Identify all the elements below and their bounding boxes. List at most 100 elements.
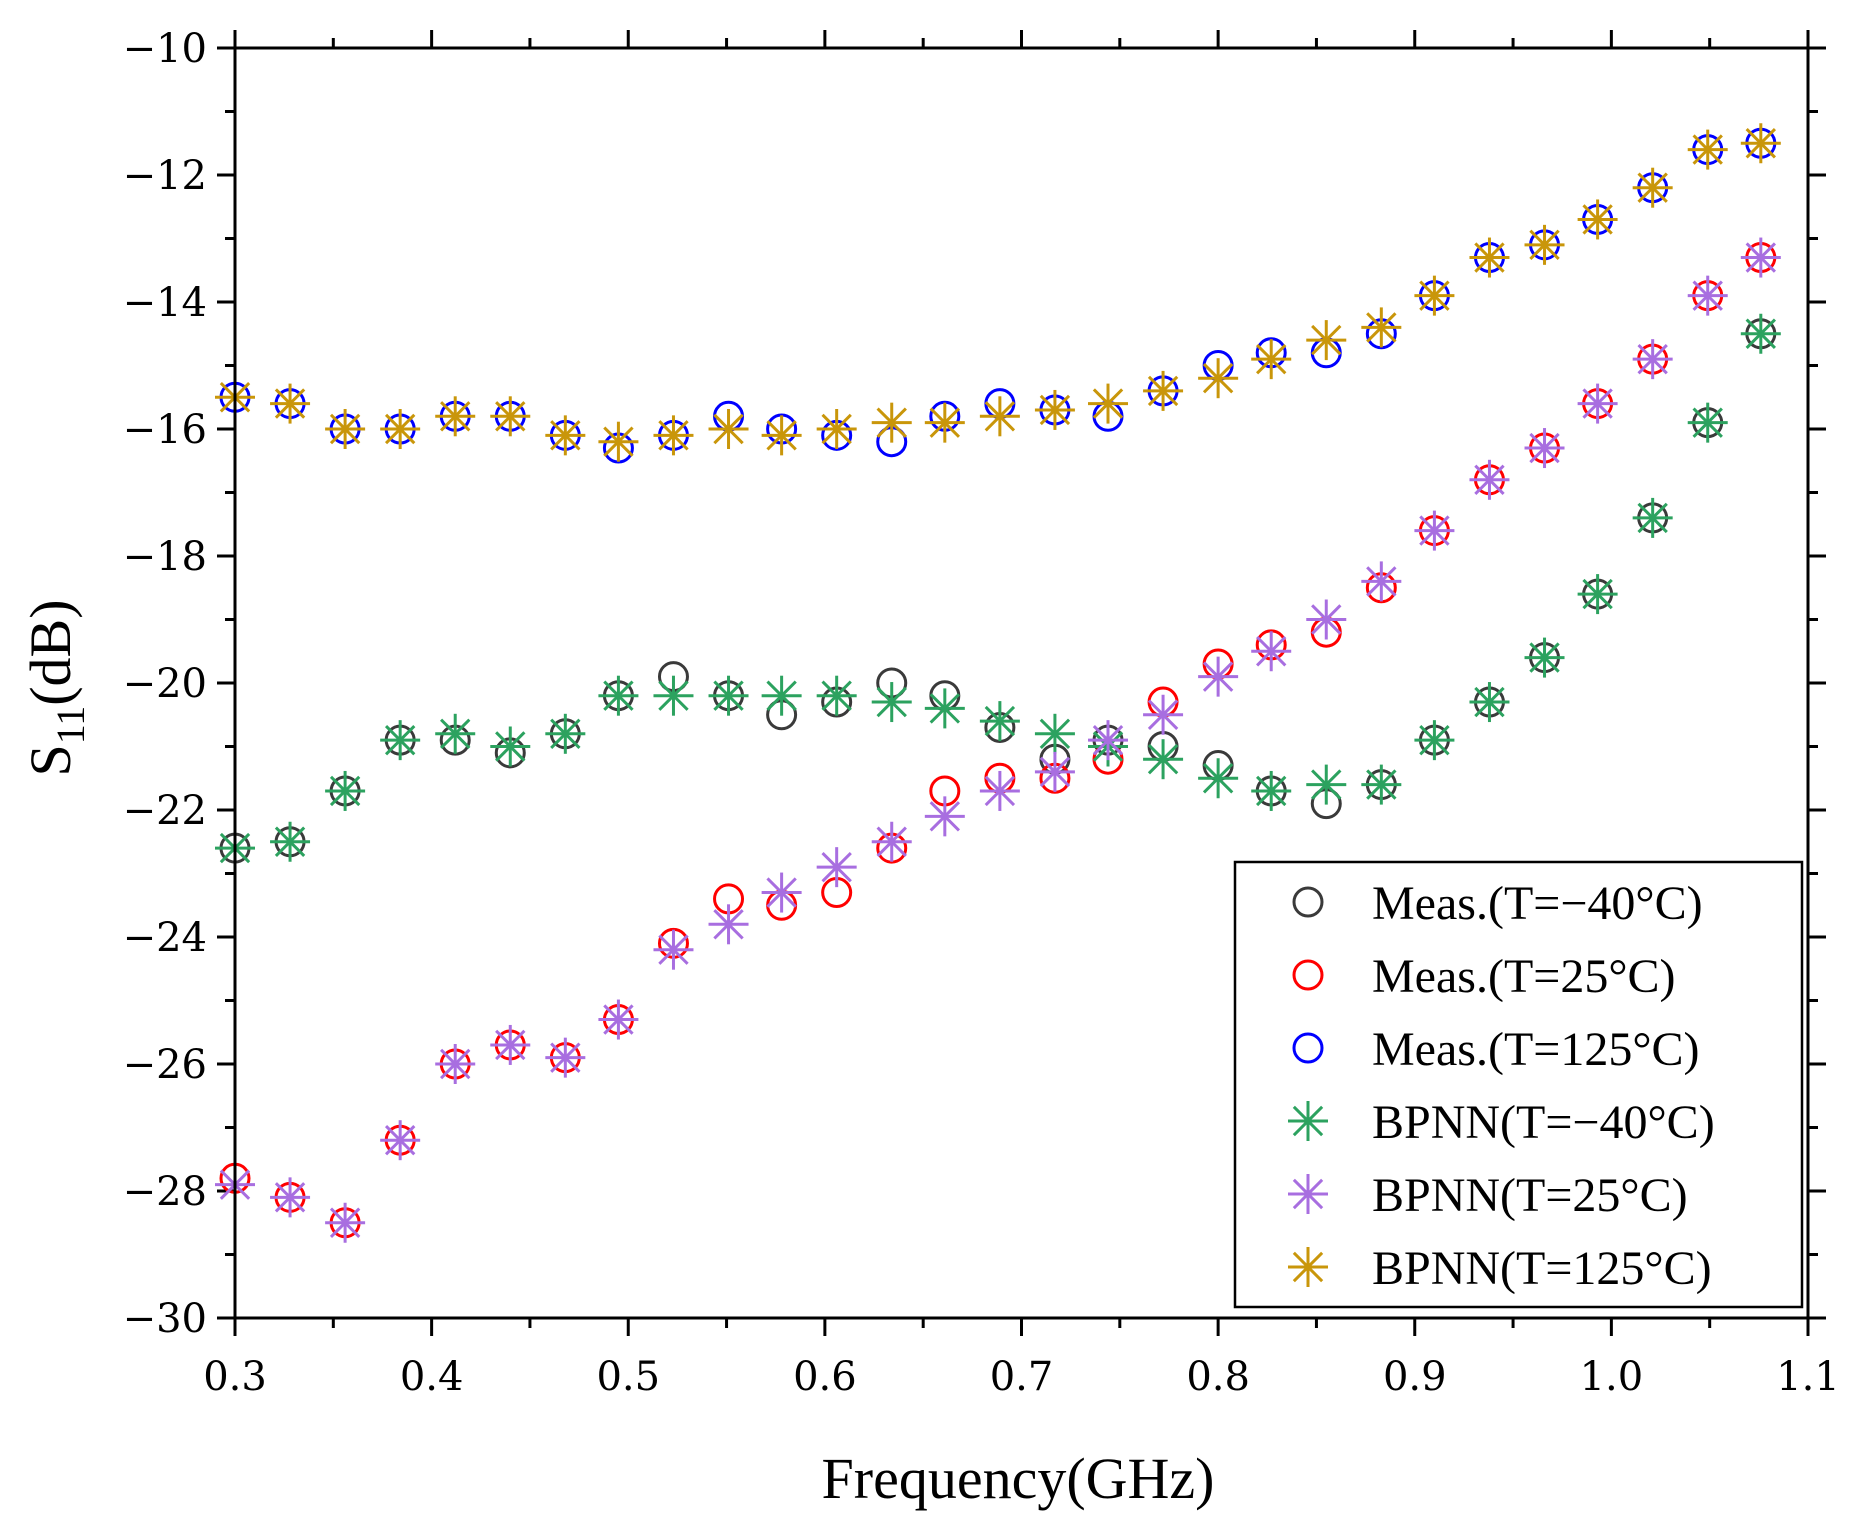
star-stroke [274,1182,306,1213]
star-stroke [1092,724,1124,756]
star-stroke [713,909,744,940]
data-point-star [1469,237,1510,278]
star-stroke [495,731,526,762]
star-stroke [1419,724,1450,756]
data-point-star [545,415,586,456]
star-stroke [274,388,306,419]
star-stroke [1419,280,1450,311]
star-stroke [1419,515,1450,546]
data-point-star [1361,561,1402,602]
star-stroke [440,401,471,432]
legend-item: Meas.(T=25°C) [1292,950,1676,1003]
star-stroke [658,680,689,711]
data-point-star [708,675,749,716]
data-point-star [1469,682,1510,723]
x-tick-label: 1.1 [1776,1354,1840,1400]
star-stroke [1039,756,1071,788]
data-point-star [435,713,476,754]
data-point-star [871,682,912,723]
data-point-star [380,1120,421,1161]
legend-box [1233,860,1804,1309]
data-point-star [1632,167,1673,208]
data-point-star [1577,383,1618,424]
data-point-star [871,821,912,862]
y-tick-label: −26 [123,1042,207,1088]
data-point-star [761,415,802,456]
star-stroke [1745,128,1777,159]
data-point-star [325,409,366,449]
legend-label: BPNN(T=25°C) [1372,1169,1688,1222]
star-stroke [1202,763,1234,794]
star-stroke [1256,343,1287,375]
legend-label: Meas.(T=25°C) [1372,950,1676,1003]
star-stroke [1637,343,1668,375]
y-tick-label: −12 [123,153,207,199]
star-stroke [713,680,744,711]
x-tick-label: 0.3 [203,1354,267,1400]
star-stroke [1366,566,1397,597]
legend-item: Meas.(T=−40°C) [1292,877,1703,930]
data-point-star [1577,574,1618,615]
legend-label: BPNN(T=−40°C) [1372,1096,1715,1149]
legend-item: Meas.(T=125°C) [1292,1023,1700,1076]
tick-marks [217,30,1826,1336]
legend-item: BPNN(T=−40°C) [1288,1096,1715,1149]
star-stroke [821,851,852,883]
data-point-star [1577,199,1618,240]
x-tick-label: 0.6 [793,1354,857,1400]
star-stroke [1692,134,1723,165]
star-stroke [1292,1178,1324,1210]
data-point-star [653,675,694,716]
star-stroke [766,420,797,451]
data-point-star [1306,320,1347,361]
star-stroke [329,413,361,445]
y-tick-label: −10 [123,26,207,72]
star-stroke [1256,775,1287,807]
star-stroke [440,1048,471,1080]
star-stroke [1637,502,1668,534]
star-stroke [1745,242,1777,273]
data-point-star [270,383,311,424]
star-stroke [1692,280,1723,311]
data-point-star [653,415,694,456]
star-stroke [550,1042,581,1073]
data-point-star [924,688,965,729]
data-point-star [490,1024,531,1065]
data-point-star [1034,751,1075,792]
data-point-star [871,402,912,443]
star-stroke [1692,407,1723,438]
star-stroke [1039,718,1071,750]
data-point-star [1306,599,1347,640]
y-tick-label: −18 [123,534,207,580]
data-point-star [1143,370,1184,411]
data-point-star [816,847,857,888]
star-stroke [329,775,361,807]
star-stroke [603,426,634,457]
star-stroke [384,724,416,756]
data-point-star [1198,758,1239,799]
data-point-star [1143,739,1184,780]
data-point-star [1687,402,1728,443]
data-point-star [1740,237,1781,278]
data-point-star [708,904,749,945]
data-point-star [1306,764,1347,805]
star-stroke [984,401,1016,432]
data-point-star [490,396,531,437]
data-point-star [816,409,857,449]
star-stroke [1474,242,1505,273]
data-points [215,123,1781,1243]
star-stroke [1582,388,1613,419]
star-stroke [274,826,306,857]
star-stroke [1147,699,1179,730]
star-stroke [1256,636,1287,667]
data-point-star [1034,389,1075,430]
data-point-star [979,701,1020,742]
data-point-star [1632,339,1673,380]
star-stroke [766,680,797,711]
x-tick-label: 0.8 [1186,1354,1250,1400]
star-stroke [603,680,634,711]
star-stroke [1366,312,1397,343]
data-point-star [1414,720,1455,761]
data-point-star [1361,764,1402,805]
